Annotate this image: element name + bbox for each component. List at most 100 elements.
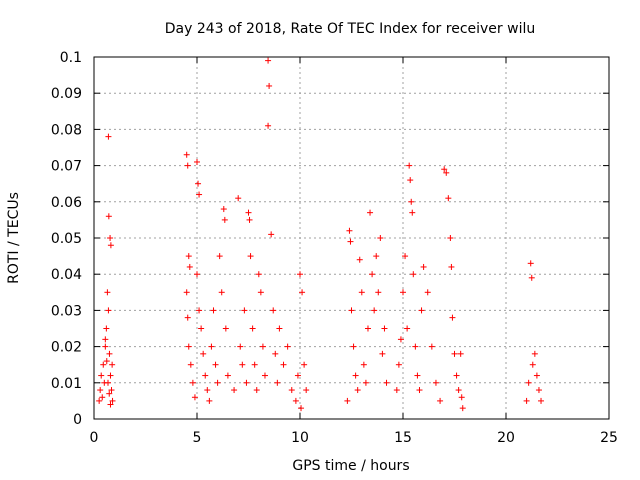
data-point — [107, 242, 114, 249]
chart-title: Day 243 of 2018, Rate Of TEC Index for r… — [165, 21, 535, 37]
data-point — [231, 387, 238, 394]
data-point — [445, 195, 452, 202]
data-point — [406, 162, 413, 169]
data-point — [375, 289, 382, 296]
data-points — [96, 57, 545, 412]
data-point — [109, 397, 116, 404]
y-tick-label: 0.1 — [60, 50, 82, 66]
data-point — [255, 271, 262, 278]
data-point — [538, 397, 545, 404]
data-point — [301, 361, 308, 368]
data-point — [373, 253, 380, 260]
data-point — [297, 271, 303, 278]
data-point — [533, 372, 540, 379]
data-point — [214, 379, 221, 386]
data-point — [195, 180, 202, 187]
x-tick-label: 15 — [394, 430, 412, 446]
data-point — [377, 235, 384, 241]
data-point — [407, 177, 414, 184]
data-point — [448, 263, 455, 270]
data-point — [206, 397, 213, 404]
data-point — [241, 307, 248, 314]
data-point — [216, 253, 223, 260]
data-point — [196, 191, 203, 198]
data-point — [105, 307, 112, 314]
data-point — [455, 387, 462, 394]
data-point — [261, 372, 268, 379]
data-point — [458, 394, 465, 401]
data-point — [369, 271, 376, 278]
data-point — [106, 390, 113, 397]
data-point — [418, 307, 425, 314]
data-point — [270, 307, 277, 314]
data-point — [362, 379, 369, 386]
data-point — [424, 289, 431, 296]
data-point — [416, 387, 423, 394]
data-point — [100, 361, 107, 368]
data-point — [265, 57, 272, 64]
y-tick-label: 0 — [73, 412, 82, 428]
data-point — [107, 401, 114, 408]
data-point — [350, 343, 357, 350]
data-point — [451, 350, 458, 357]
data-point — [299, 289, 306, 296]
data-point — [99, 394, 106, 401]
data-point — [412, 343, 419, 350]
data-point — [348, 307, 355, 314]
data-point — [274, 379, 281, 386]
data-point — [525, 379, 532, 386]
data-point — [347, 238, 354, 245]
data-point — [220, 206, 227, 213]
plot-frame — [93, 56, 610, 420]
data-point — [105, 379, 112, 386]
data-point — [186, 263, 193, 270]
data-point — [266, 82, 273, 89]
data-point — [447, 235, 454, 241]
data-point — [265, 122, 272, 129]
data-point — [105, 133, 112, 140]
data-point — [352, 372, 359, 379]
data-point — [397, 336, 404, 343]
data-point — [103, 358, 110, 365]
data-point — [183, 289, 190, 296]
data-point — [432, 379, 439, 386]
data-point — [257, 289, 264, 296]
data-point — [253, 387, 260, 394]
data-point — [106, 350, 113, 357]
data-point — [104, 289, 111, 296]
data-point — [97, 387, 104, 394]
y-tick-label: 0.07 — [51, 159, 82, 175]
x-tick-label: 5 — [193, 430, 202, 446]
data-point — [395, 361, 402, 368]
data-point — [402, 253, 409, 260]
data-point — [108, 387, 115, 394]
data-point — [210, 307, 217, 314]
data-point — [528, 274, 535, 281]
data-point — [437, 397, 444, 404]
data-point — [194, 158, 200, 165]
data-point — [246, 216, 253, 223]
data-point — [428, 343, 435, 350]
data-point — [404, 325, 411, 332]
data-point — [288, 387, 295, 394]
data-point — [243, 379, 250, 386]
data-point — [185, 343, 192, 350]
data-point — [247, 253, 254, 260]
data-point — [196, 307, 203, 314]
y-tick-label: 0.06 — [51, 195, 82, 211]
data-point — [96, 397, 103, 404]
data-point — [237, 343, 244, 350]
data-point — [400, 289, 406, 296]
data-point — [457, 350, 464, 357]
data-point — [191, 394, 198, 401]
data-point — [103, 325, 110, 332]
x-axis-label: GPS time / hours — [292, 458, 409, 474]
y-tick-label: 0.05 — [51, 231, 82, 247]
data-point — [303, 387, 310, 394]
data-point — [531, 350, 538, 357]
data-point — [367, 209, 374, 216]
data-point — [523, 397, 530, 404]
data-point — [224, 372, 231, 379]
data-point — [410, 271, 417, 278]
data-point — [184, 162, 191, 169]
